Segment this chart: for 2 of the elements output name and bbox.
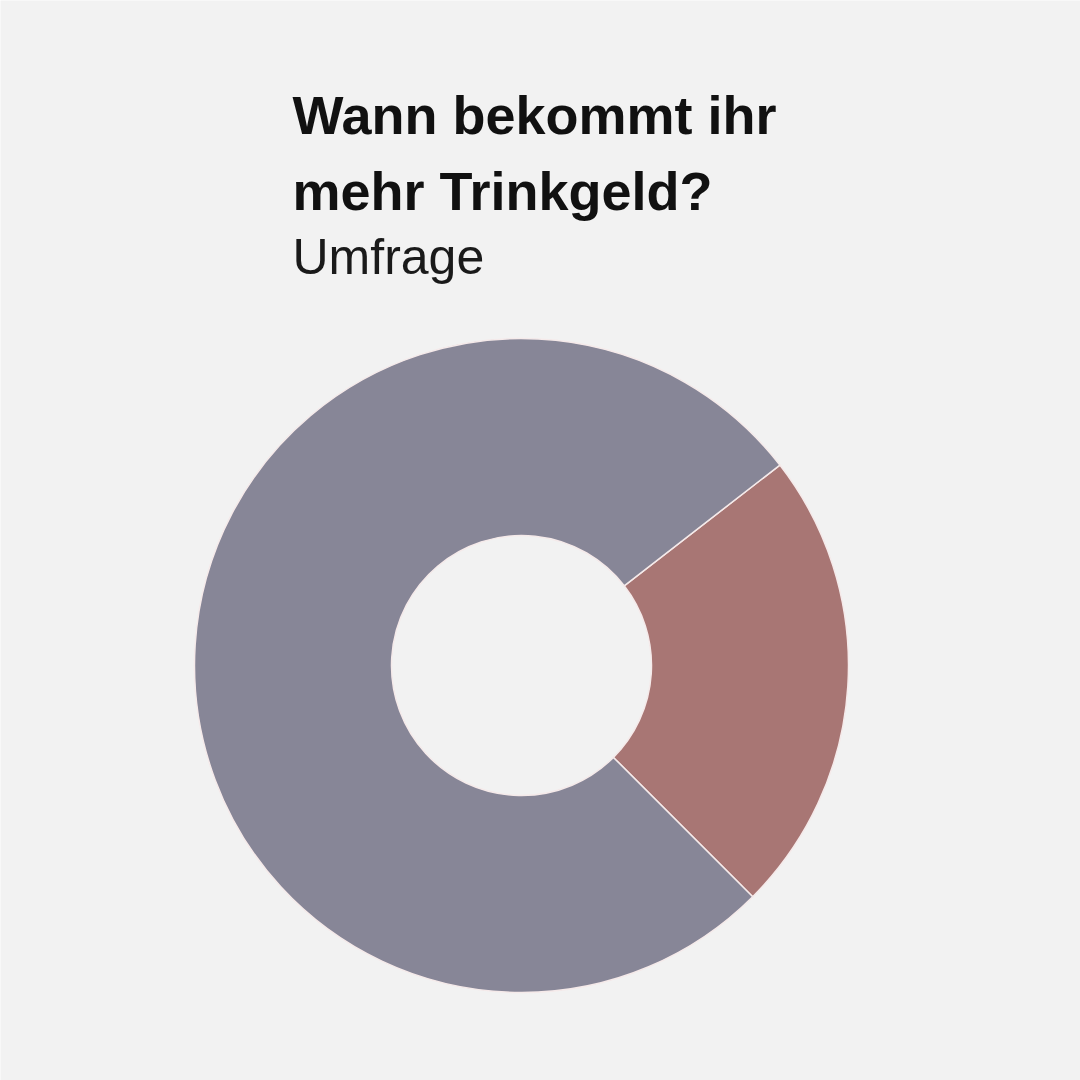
chart-title: Wann bekommt ihr mehr Trinkgeld? — [292, 84, 777, 222]
chart-subtitle: Umfrage — [292, 228, 485, 285]
